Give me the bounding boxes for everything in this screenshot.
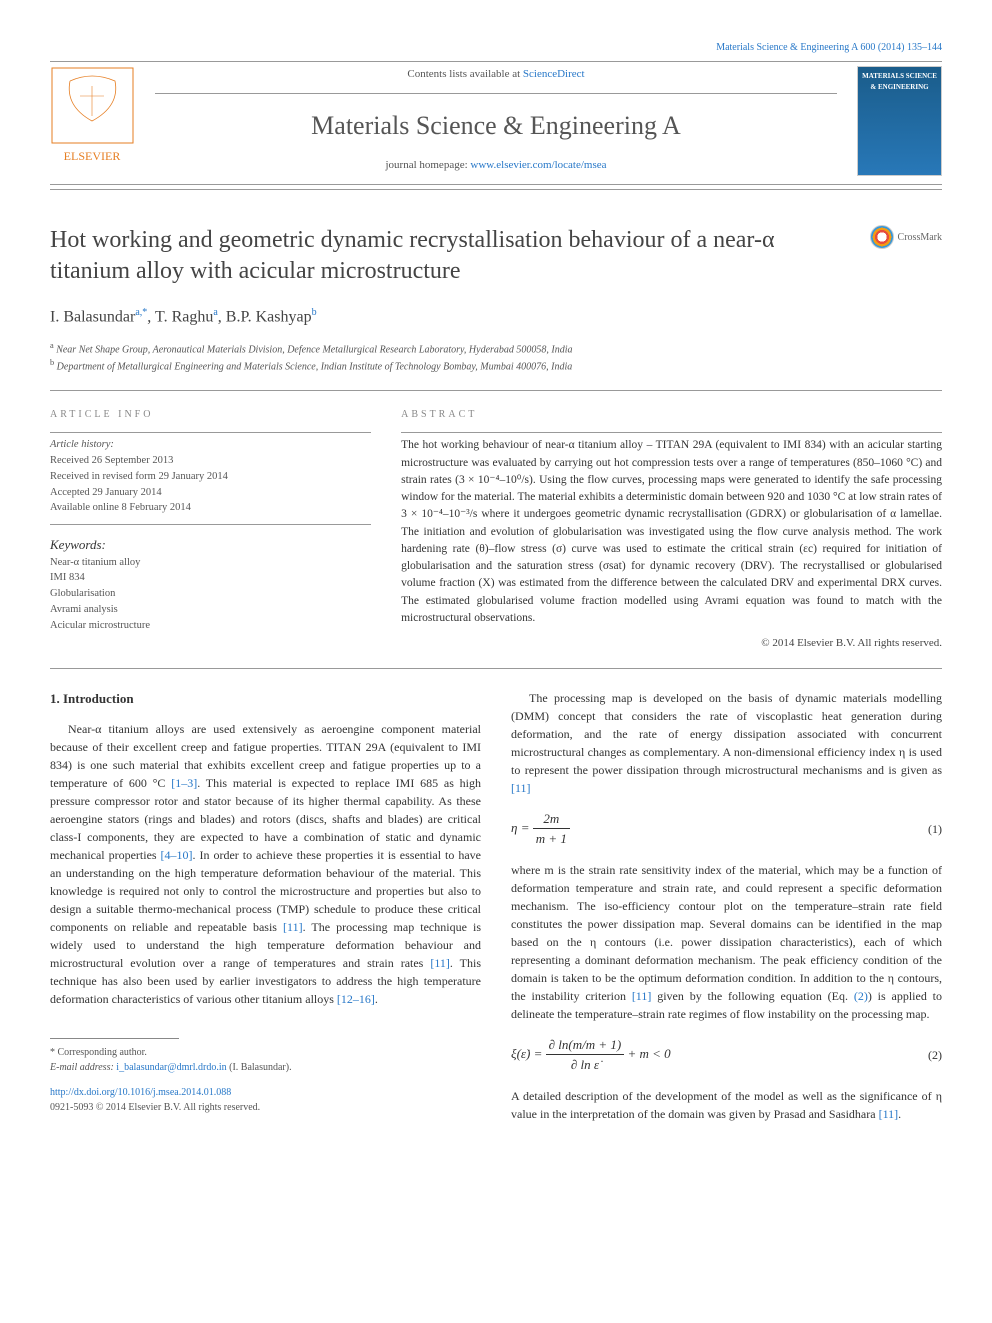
intro-heading: 1. Introduction (50, 689, 481, 709)
keywords-label: Keywords: (50, 535, 371, 555)
para-text: given by the following equation (Eq. (651, 989, 853, 1003)
eq1-number: (1) (928, 820, 942, 838)
journal-homepage-link[interactable]: www.elsevier.com/locate/msea (470, 159, 606, 171)
abstract-text: The hot working behaviour of near-α tita… (401, 437, 942, 627)
crossmark-icon (870, 225, 894, 249)
citation-link[interactable]: [11] (511, 781, 531, 795)
intro-para-2: The processing map is developed on the b… (511, 689, 942, 797)
citation-link[interactable]: (2) (854, 989, 868, 1003)
header-rule-top (50, 61, 942, 62)
citation-link[interactable]: [1–3] (171, 776, 197, 790)
svg-text:ELSEVIER: ELSEVIER (64, 149, 121, 163)
keyword-item: Near-α titanium alloy (50, 555, 371, 571)
citation-link[interactable]: [11] (879, 1107, 899, 1121)
eq-denominator: ∂ ln ε̇ (546, 1055, 625, 1075)
eq2-number: (2) (928, 1046, 942, 1064)
eq-lhs: ξ(ε̇) = (511, 1046, 542, 1061)
history-accepted: Accepted 29 January 2014 (50, 485, 371, 501)
email-line: E-mail address: i_balasundar@dmrl.drdo.i… (50, 1060, 481, 1075)
keyword-item: Avrami analysis (50, 602, 371, 618)
history-online: Available online 8 February 2014 (50, 500, 371, 516)
journal-name: Materials Science & Engineering A (155, 106, 837, 145)
contents-line: Contents lists available at ScienceDirec… (155, 66, 837, 83)
article-history: Article history: Received 26 September 2… (50, 437, 371, 516)
affiliation-b: Department of Metallurgical Engineering … (54, 361, 572, 372)
email-suffix: (I. Balasundar). (227, 1062, 292, 1073)
para-text: . (898, 1107, 901, 1121)
article-title: Hot working and geometric dynamic recrys… (50, 225, 850, 287)
header-rule-bottom (50, 189, 942, 190)
crossmark-badge[interactable]: CrossMark (870, 225, 942, 249)
eq1-expression: η = 2mm + 1 (511, 809, 570, 849)
authors-line: I. Balasundara,*, T. Raghua, B.P. Kashya… (50, 305, 942, 329)
eq2-expression: ξ(ε̇) = ∂ ln(m/m + 1)∂ ln ε̇ + m < 0 (511, 1035, 671, 1075)
doi-line: http://dx.doi.org/10.1016/j.msea.2014.01… (50, 1085, 481, 1100)
intro-para-1: Near-α titanium alloys are used extensiv… (50, 720, 481, 1008)
keywords-rule (50, 524, 371, 525)
article-info-heading: ARTICLE INFO (50, 407, 371, 422)
keyword-item: Acicular microstructure (50, 618, 371, 634)
body-right-column: The processing map is developed on the b… (511, 689, 942, 1123)
journal-homepage-line: journal homepage: www.elsevier.com/locat… (155, 157, 837, 174)
elsevier-logo: ELSEVIER (50, 66, 135, 172)
author-3: , B.P. Kashyap (218, 309, 312, 326)
intro-para-4: A detailed description of the developmen… (511, 1087, 942, 1123)
info-rule (50, 432, 371, 433)
abstract-column: ABSTRACT The hot working behaviour of ne… (401, 407, 942, 651)
abstract-rule (401, 432, 942, 433)
author-3-sup: b (312, 307, 317, 318)
issn-copyright-line: 0921-5093 © 2014 Elsevier B.V. All right… (50, 1100, 481, 1115)
eq-numerator: ∂ ln(m/m + 1) (546, 1035, 625, 1056)
homepage-prefix: journal homepage: (385, 159, 470, 171)
contents-prefix: Contents lists available at (407, 68, 522, 80)
citation-link[interactable]: [11] (632, 989, 652, 1003)
body-rule (50, 668, 942, 669)
history-received: Received 26 September 2013 (50, 453, 371, 469)
eq-tail: + m < 0 (627, 1046, 670, 1061)
author-1: I. Balasundar (50, 309, 135, 326)
journal-cover-thumbnail: MATERIALS SCIENCE & ENGINEERING (857, 66, 942, 176)
journal-header: ELSEVIER Contents lists available at Sci… (50, 66, 942, 185)
keywords-list: Near-α titanium alloy IMI 834 Globularis… (50, 555, 371, 634)
author-1-sup: a,* (135, 307, 147, 318)
article-info-column: ARTICLE INFO Article history: Received 2… (50, 407, 371, 651)
section-rule (50, 390, 942, 391)
doi-link[interactable]: http://dx.doi.org/10.1016/j.msea.2014.01… (50, 1087, 231, 1098)
header-inner-rule (155, 93, 837, 94)
affiliation-a: Near Net Shape Group, Aeronautical Mater… (54, 344, 573, 355)
eq-numerator: 2m (533, 809, 570, 830)
history-label: Article history: (50, 437, 371, 453)
para-text: where m is the strain rate sensitivity i… (511, 863, 942, 1003)
affiliations: a Near Net Shape Group, Aeronautical Mat… (50, 340, 942, 375)
journal-center-block: Contents lists available at ScienceDirec… (135, 66, 857, 173)
footnote-separator (50, 1038, 179, 1039)
keyword-item: IMI 834 (50, 570, 371, 586)
abstract-heading: ABSTRACT (401, 407, 942, 422)
equation-1: η = 2mm + 1 (1) (511, 809, 942, 849)
history-revised: Received in revised form 29 January 2014 (50, 469, 371, 485)
body-left-column: 1. Introduction Near-α titanium alloys a… (50, 689, 481, 1123)
para-text: A detailed description of the developmen… (511, 1089, 942, 1121)
equation-2: ξ(ε̇) = ∂ ln(m/m + 1)∂ ln ε̇ + m < 0 (2) (511, 1035, 942, 1075)
citation-link[interactable]: [12–16] (337, 992, 375, 1006)
abstract-copyright: © 2014 Elsevier B.V. All rights reserved… (401, 635, 942, 652)
intro-para-3: where m is the strain rate sensitivity i… (511, 861, 942, 1023)
author-email-link[interactable]: i_balasundar@dmrl.drdo.in (116, 1062, 226, 1073)
citation-link[interactable]: [11] (430, 956, 450, 970)
citation-link[interactable]: [11] (283, 920, 303, 934)
keyword-item: Globularisation (50, 586, 371, 602)
para-text: . (375, 992, 378, 1006)
sciencedirect-link[interactable]: ScienceDirect (523, 68, 585, 80)
top-citation: Materials Science & Engineering A 600 (2… (50, 40, 942, 55)
corresponding-author-note: * Corresponding author. (50, 1045, 481, 1060)
cover-title: MATERIALS SCIENCE & ENGINEERING (862, 71, 937, 92)
crossmark-label: CrossMark (898, 230, 942, 245)
email-label: E-mail address: (50, 1062, 116, 1073)
eq-denominator: m + 1 (533, 829, 570, 849)
citation-link[interactable]: [4–10] (161, 848, 193, 862)
eq-lhs: η = (511, 820, 529, 835)
para-text: The processing map is developed on the b… (511, 691, 942, 777)
author-2: , T. Raghu (147, 309, 213, 326)
